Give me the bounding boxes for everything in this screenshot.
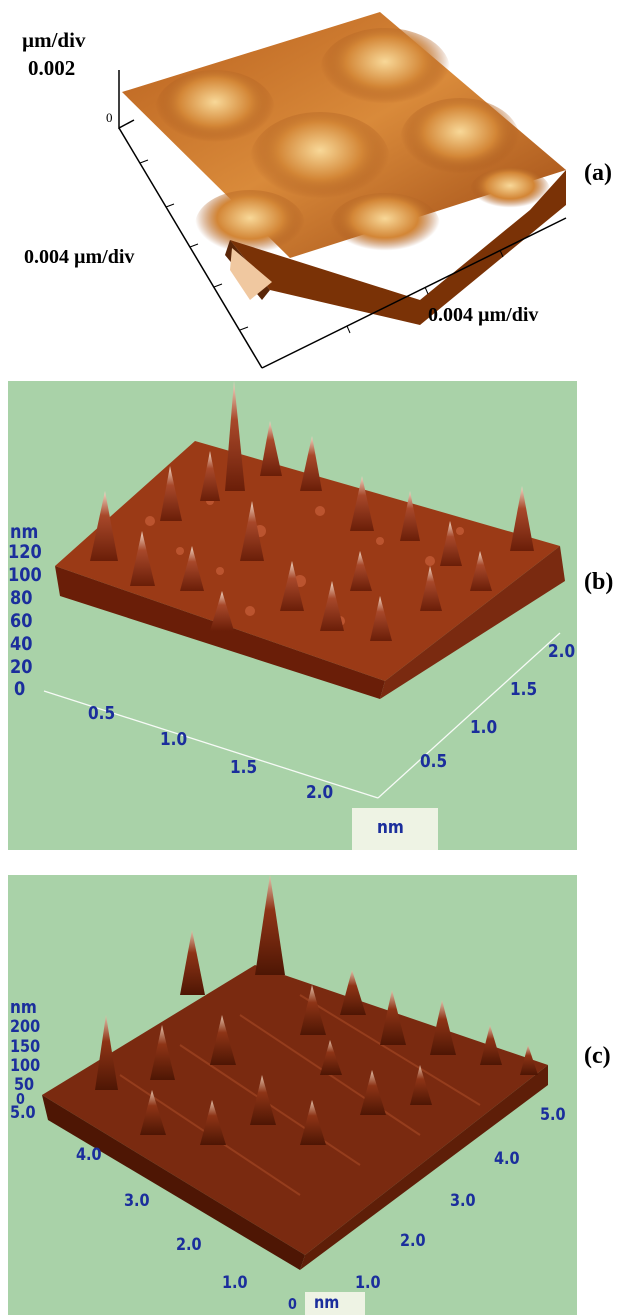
x-tick-c: 4.0 <box>76 1145 102 1165</box>
x-tick-b: 1.5 <box>230 757 258 778</box>
z-tick-c: 100 <box>10 1056 41 1076</box>
panel-b: nm 120 100 80 60 40 20 0 0.5 1.0 1.5 2.0… <box>0 381 639 851</box>
y-tick-b: 1.0 <box>470 717 498 738</box>
y-tick-b: 1.5 <box>510 679 538 700</box>
z-tick-c: 0 <box>16 1090 25 1108</box>
y-tick-b: 2.0 <box>548 641 576 662</box>
panel-letter-a: (a) <box>584 160 612 186</box>
y-tick-c: 3.0 <box>450 1191 476 1211</box>
y-tick-c: 2.0 <box>400 1231 426 1251</box>
z-tick-c: 200 <box>10 1017 41 1037</box>
x-tick-b: 2.0 <box>306 782 334 803</box>
x-tick-c: 3.0 <box>124 1191 150 1211</box>
panel-letter-b: (b) <box>584 569 614 595</box>
y-axis-label-a: 0.004 µm/div <box>428 304 539 326</box>
z-tick-b: 20 <box>10 656 33 678</box>
afm-surface-c <box>42 875 548 1270</box>
axis-unit-box-c <box>305 1292 365 1315</box>
z-tick-b: 80 <box>10 587 33 609</box>
z-tick-c: 150 <box>10 1037 41 1057</box>
z-tick-b: 120 <box>8 541 42 563</box>
x-tick-c: 5.0 <box>10 1103 36 1123</box>
x-tick-b: 0.5 <box>88 703 116 724</box>
z-axis-unit-a: µm/div <box>22 28 86 52</box>
y-tick-b: 0.5 <box>420 751 448 772</box>
origin-c: 0 <box>288 1295 297 1313</box>
z-axis-unit-b: nm <box>10 521 39 543</box>
y-tick-c: 4.0 <box>494 1149 520 1169</box>
axis-unit-box-b <box>352 808 438 850</box>
x-tick-b: 1.0 <box>160 729 188 750</box>
z-tick-b: 100 <box>8 564 42 586</box>
z-tick-c: 50 <box>14 1075 35 1095</box>
z-tick-b: 40 <box>10 633 33 655</box>
x-axis-label-a: 0.004 µm/div <box>24 246 135 268</box>
x-tick-c: 2.0 <box>176 1235 202 1255</box>
afm-surface-b <box>43 381 565 799</box>
z-tick-b: 0 <box>14 678 26 700</box>
z-tick-b: 60 <box>10 610 33 632</box>
axis-unit-c: nm <box>314 1293 340 1313</box>
y-tick-c: 1.0 <box>355 1273 381 1293</box>
z-axis-value-a: 0.002 <box>28 56 76 80</box>
afm-surface-a <box>118 12 567 369</box>
x-tick-c: 1.0 <box>222 1273 248 1293</box>
z-axis-zero-a: 0 <box>106 110 113 125</box>
panel-a: µm/div 0.002 0 0.004 µm/div 0.004 µm/div… <box>0 0 639 380</box>
panel-c: nm 200 150 100 50 0 5.0 4.0 3.0 2.0 1.0 … <box>0 875 639 1315</box>
panel-letter-c: (c) <box>584 1043 611 1069</box>
z-axis-unit-c: nm <box>10 997 37 1018</box>
y-tick-c: 5.0 <box>540 1105 566 1125</box>
axis-unit-b: nm <box>377 817 404 838</box>
